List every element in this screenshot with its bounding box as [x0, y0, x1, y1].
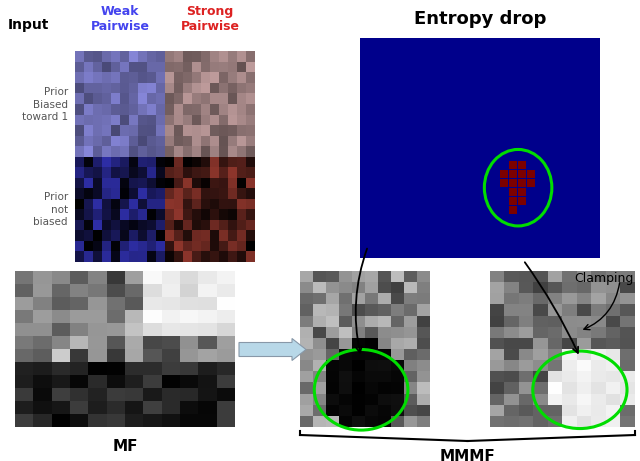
Bar	[518, 188, 526, 196]
Bar	[527, 170, 535, 177]
Text: Weak
Pairwise: Weak Pairwise	[90, 5, 150, 33]
Text: MF: MF	[112, 439, 138, 454]
Bar	[509, 188, 517, 196]
Bar	[518, 161, 526, 169]
Text: Prior
not
biased: Prior not biased	[33, 192, 68, 227]
Bar	[500, 179, 508, 187]
Bar	[518, 197, 526, 205]
Text: Clamping: Clamping	[575, 272, 634, 285]
Text: Strong
Pairwise: Strong Pairwise	[180, 5, 239, 33]
Bar	[518, 170, 526, 177]
Bar	[360, 38, 600, 258]
Text: MMMF: MMMF	[440, 449, 495, 461]
Bar	[509, 161, 517, 169]
Bar	[518, 179, 526, 187]
FancyArrow shape	[239, 338, 306, 361]
Bar	[509, 197, 517, 205]
Bar	[509, 179, 517, 187]
Bar	[509, 170, 517, 177]
Bar	[509, 206, 517, 214]
Text: Prior
Biased
toward 1: Prior Biased toward 1	[22, 87, 68, 122]
Text: Input: Input	[8, 18, 49, 32]
Bar	[527, 179, 535, 187]
Bar	[500, 170, 508, 177]
Text: Entropy drop: Entropy drop	[414, 10, 546, 28]
